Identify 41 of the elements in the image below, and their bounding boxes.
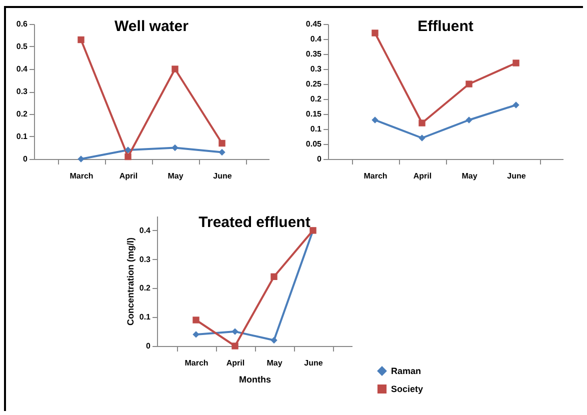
y-tick-label: 0 [317, 154, 322, 164]
y-tick-label: 0.4 [310, 34, 322, 44]
y-tick-label: 0.4 [16, 64, 28, 74]
x-tick-label: May [266, 358, 283, 368]
chart-title: Well water [114, 18, 189, 35]
y-tick-label: 0 [146, 342, 152, 350]
x-tick-label: May [462, 172, 478, 180]
y-tick-label: 0.4 [139, 226, 152, 235]
x-tick-label: June [213, 172, 232, 180]
x-tick-label: March [184, 358, 208, 368]
legend-label: Raman [391, 366, 422, 376]
y-tick-label: 0.3 [139, 254, 152, 264]
y-tick-label: 0.2 [310, 94, 322, 104]
y-tick-label: 0.45 [306, 20, 322, 28]
y-tick-label: 0.35 [306, 50, 322, 58]
x-tick-label: April [226, 358, 245, 368]
y-tick-label: 0.1 [139, 312, 152, 322]
x-tick-label: April [119, 172, 138, 180]
x-tick-label: June [304, 358, 324, 368]
y-tick-label: 0.5 [16, 42, 28, 51]
legend-label: Society [391, 384, 424, 394]
y-tick-label: 0.3 [310, 64, 322, 74]
y-tick-label: 0.2 [16, 110, 28, 118]
y-tick-label: 0.2 [139, 284, 152, 293]
x-tick-label: March [70, 172, 94, 180]
y-tick-label: 0.1 [16, 132, 28, 141]
x-axis-title: Months [239, 374, 271, 384]
chart-title: Treated effluent [198, 214, 310, 231]
y-tick-label: 0.1 [310, 124, 322, 134]
y-tick-label: 0.3 [16, 87, 28, 96]
x-tick-label: June [507, 172, 526, 180]
y-tick-label: 0 [23, 154, 28, 164]
y-tick-label: 0.25 [306, 80, 322, 88]
y-tick-label: 0.6 [16, 20, 28, 28]
x-tick-label: March [364, 172, 388, 180]
chart-title: Effluent [418, 18, 474, 35]
x-tick-label: April [413, 172, 432, 180]
y-axis-title: Concentration (mg/l) [125, 238, 136, 326]
x-tick-label: May [168, 172, 184, 180]
y-tick-label: 0.05 [306, 140, 322, 148]
y-tick-label: 0.15 [306, 110, 322, 118]
